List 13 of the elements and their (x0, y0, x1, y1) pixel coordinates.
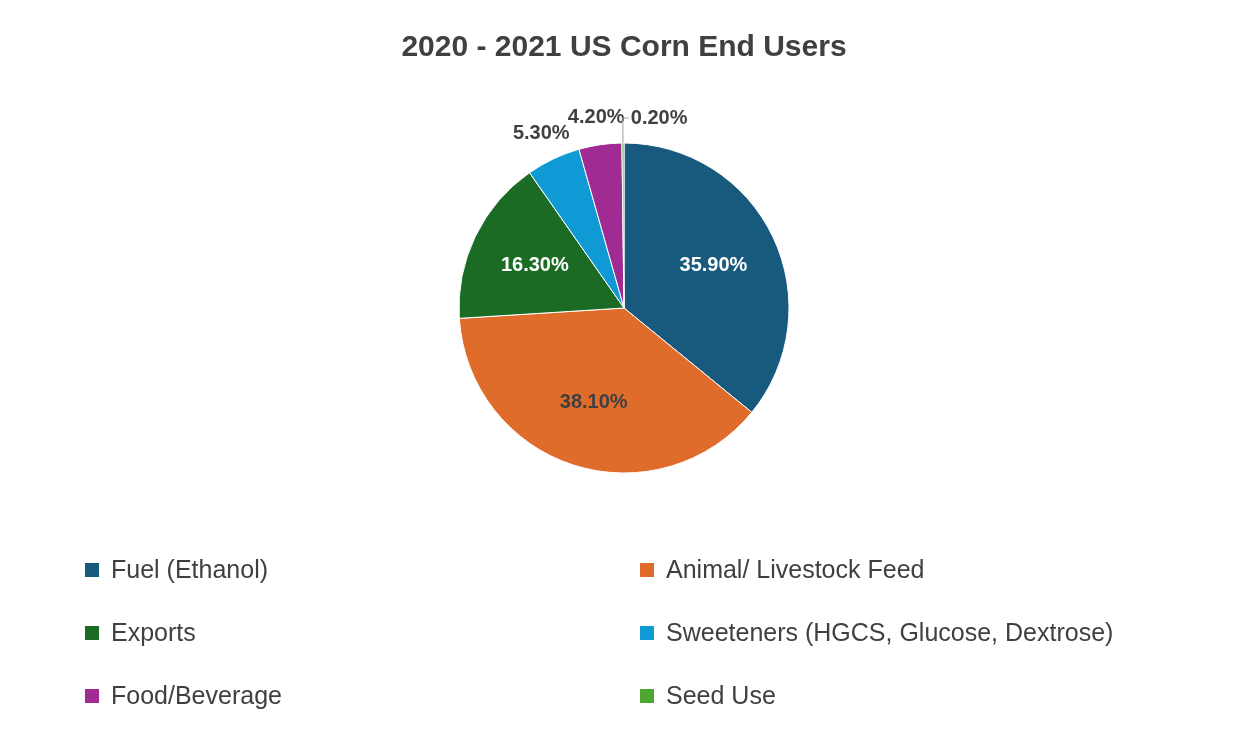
legend-label: Exports (111, 618, 196, 647)
legend-label: Sweeteners (HGCS, Glucose, Dextrose) (666, 618, 1114, 647)
chart-title: 2020 - 2021 US Corn End Users (401, 29, 847, 63)
data-label: 5.30% (512, 121, 570, 144)
data-label: 0.20% (630, 105, 688, 128)
data-label: 38.10% (559, 389, 628, 412)
data-label: 35.90% (679, 253, 748, 276)
legend-label: Animal/ Livestock Feed (666, 555, 925, 584)
data-label: 16.30% (500, 252, 569, 275)
legend-label: Food/Beverage (111, 681, 282, 710)
legend-label: Fuel (Ethanol) (111, 555, 269, 584)
legend-label: Seed Use (666, 681, 776, 710)
data-label: 4.20% (567, 104, 625, 127)
